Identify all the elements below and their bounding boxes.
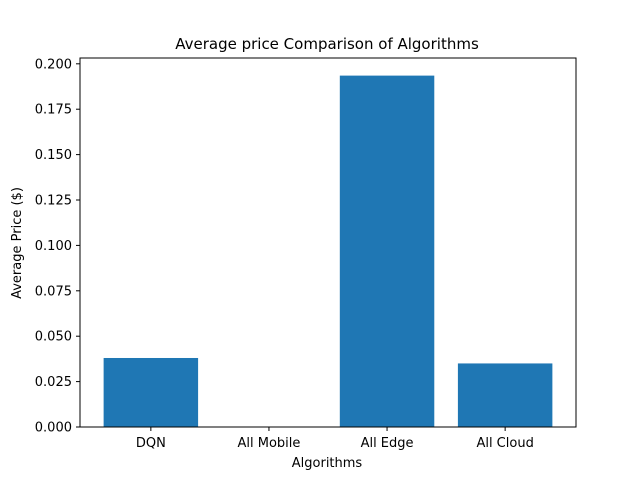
y-tick-label: 0.000: [35, 421, 72, 436]
y-tick-label: 0.125: [35, 194, 72, 209]
y-tick-label: 0.025: [35, 375, 72, 390]
y-tick-label: 0.175: [35, 103, 72, 118]
x-axis-ticks: DQN All Mobile All Edge All Cloud: [136, 427, 534, 451]
y-tick-label: 0.200: [35, 57, 72, 72]
y-tick-label: 0.075: [35, 284, 72, 299]
plot-frame: [79, 57, 577, 428]
x-axis-label: Algorithms: [292, 456, 363, 471]
chart-title: Average price Comparison of Algorithms: [175, 35, 479, 53]
x-tick-label: All Edge: [361, 436, 414, 451]
y-tick-label: 0.150: [35, 148, 72, 163]
bar-all-edge: [339, 75, 435, 428]
x-tick-label: DQN: [136, 436, 166, 451]
x-tick-label: All Cloud: [476, 436, 533, 451]
y-axis-ticks: 0.000 0.025 0.050 0.075 0.100 0.125 0.150 0.175…: [35, 57, 80, 436]
y-axis-label: Average Price ($): [10, 187, 25, 299]
bar-dqn: [103, 357, 199, 427]
x-tick-label: All Mobile: [237, 436, 300, 451]
bars: [103, 75, 553, 428]
y-tick-label: 0.100: [35, 239, 72, 254]
y-tick-label: 0.050: [35, 330, 72, 345]
bar-all-cloud: [457, 363, 553, 427]
